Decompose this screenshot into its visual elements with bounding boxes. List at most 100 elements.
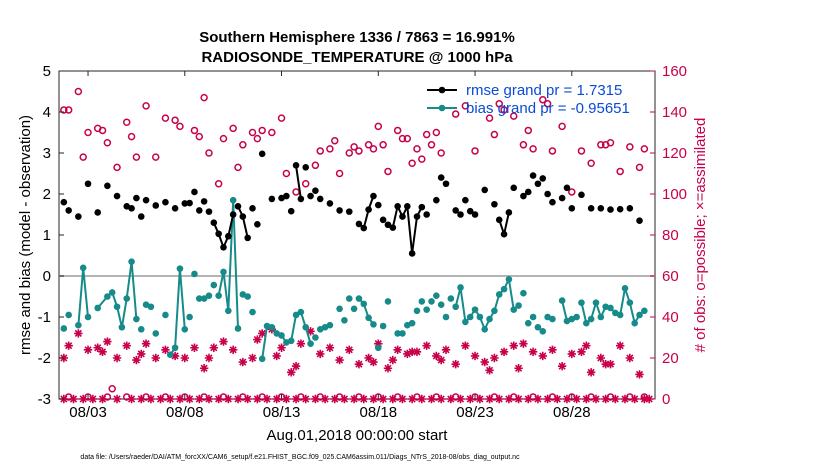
obs_possible-point	[369, 145, 378, 153]
bias-point	[529, 313, 537, 321]
rmse-point	[307, 192, 314, 200]
bias-point	[205, 292, 213, 299]
obs_possible-point	[326, 145, 334, 153]
bias-point	[597, 313, 605, 321]
obs_baseline_assimilated-point	[601, 394, 610, 404]
obs_baseline_possible-point	[451, 393, 460, 401]
obs_baseline_assimilated-point	[475, 394, 485, 404]
obs_baseline_assimilated-point	[398, 394, 407, 404]
bias-point	[171, 344, 179, 352]
rmse-point	[370, 192, 377, 200]
obs_assimilated-point	[393, 345, 402, 354]
bias-point	[341, 316, 348, 324]
legend-label-bias: bias grand pr = -0.95651	[466, 100, 630, 117]
obs_possible-point	[60, 106, 68, 114]
bias-point	[94, 304, 102, 312]
obs_assimilated-point	[635, 370, 644, 379]
bias-point	[278, 332, 285, 339]
y-right-tick-label: 60	[662, 268, 679, 285]
obs_possible-point	[239, 141, 247, 149]
obs_baseline_assimilated-point	[272, 394, 281, 404]
x-axis-label: Aug.01,2018 00:00:00 start	[267, 427, 449, 444]
bias-point	[79, 264, 87, 272]
bias-point	[408, 319, 416, 327]
obs_assimilated-point	[74, 329, 83, 338]
bias-point	[350, 305, 358, 313]
bias-point	[457, 284, 464, 291]
rmse-point	[471, 211, 479, 218]
obs_possible-point	[495, 100, 503, 108]
obs_assimilated-point	[190, 343, 199, 352]
obs_possible-point	[355, 147, 363, 155]
obs_baseline_possible-point	[316, 393, 324, 401]
obs_possible-point	[248, 128, 257, 137]
y-axis-right-label: # of obs: o=possible; ×=assimilated	[692, 118, 709, 353]
series-obs_baseline_possible	[64, 385, 649, 401]
obs_baseline_assimilated-point	[543, 394, 552, 404]
bias-point	[626, 299, 634, 306]
obs_possible-point	[176, 122, 184, 131]
obs_assimilated-point	[441, 345, 451, 354]
obs_possible-point	[374, 122, 383, 131]
obs_baseline_assimilated-point	[311, 394, 320, 404]
bias-point	[137, 326, 145, 333]
rmse-point	[283, 192, 290, 200]
obs_baseline_assimilated-point	[185, 394, 194, 404]
bias-point	[326, 321, 334, 329]
bias-point	[287, 337, 295, 345]
obs_baseline_possible-point	[142, 393, 150, 401]
obs_assimilated-point	[277, 343, 286, 352]
bias-point	[360, 300, 368, 308]
x-tick-label: 08/13	[263, 404, 301, 421]
bias-point	[520, 289, 527, 297]
plot-area	[58, 70, 656, 400]
obs_baseline_assimilated-point	[214, 394, 223, 404]
obs_baseline_assimilated-point	[69, 394, 78, 404]
bias-point	[636, 311, 643, 319]
rmse-point	[587, 205, 595, 212]
x-tick-label: 08/23	[456, 404, 494, 421]
rmse-point	[418, 203, 426, 211]
bias-point	[433, 292, 440, 299]
obs_baseline_possible-point	[413, 393, 421, 401]
obs_possible-point	[253, 134, 262, 143]
obs_assimilated-point	[316, 349, 325, 359]
rmse-point	[234, 203, 242, 210]
obs_assimilated-point	[291, 362, 301, 371]
rmse-point	[104, 182, 111, 190]
y-left-tick-label: 3	[43, 145, 51, 162]
rmse-point	[636, 217, 643, 224]
bias-point	[75, 321, 82, 329]
obs_assimilated-point	[615, 341, 625, 350]
bias-point	[108, 289, 116, 296]
rmse-point	[524, 188, 532, 196]
obs_assimilated-point	[436, 355, 446, 365]
obs_baseline_possible-point	[161, 393, 170, 401]
bias-point	[166, 351, 174, 359]
obs_possible-point	[519, 141, 528, 149]
y-right-tick-label: 40	[662, 309, 679, 326]
obs_baseline_assimilated-point	[137, 394, 146, 404]
bias-point	[583, 319, 590, 327]
bias-point	[65, 311, 72, 319]
rmse-point	[534, 180, 542, 188]
rmse-point	[84, 180, 92, 188]
obs_assimilated-point	[432, 351, 441, 361]
obs_possible-point	[451, 110, 460, 118]
rmse-point	[616, 205, 624, 213]
obs_assimilated-point	[601, 359, 610, 369]
obs_assimilated-point	[83, 345, 93, 354]
obs_possible-point	[635, 163, 644, 172]
x-tick-label: 08/28	[553, 404, 591, 421]
rmse-point	[326, 200, 334, 207]
obs_baseline_assimilated-point	[572, 394, 581, 404]
obs_possible-point	[330, 136, 339, 145]
obs_possible-point	[84, 128, 92, 137]
bias-point	[104, 293, 111, 300]
rmse-point	[220, 244, 227, 251]
obs_baseline_possible-point	[509, 393, 518, 401]
obs_possible-point	[640, 145, 649, 153]
obs_assimilated-point	[480, 357, 489, 367]
obs_assimilated-point	[582, 341, 591, 350]
rmse-point	[539, 175, 547, 182]
